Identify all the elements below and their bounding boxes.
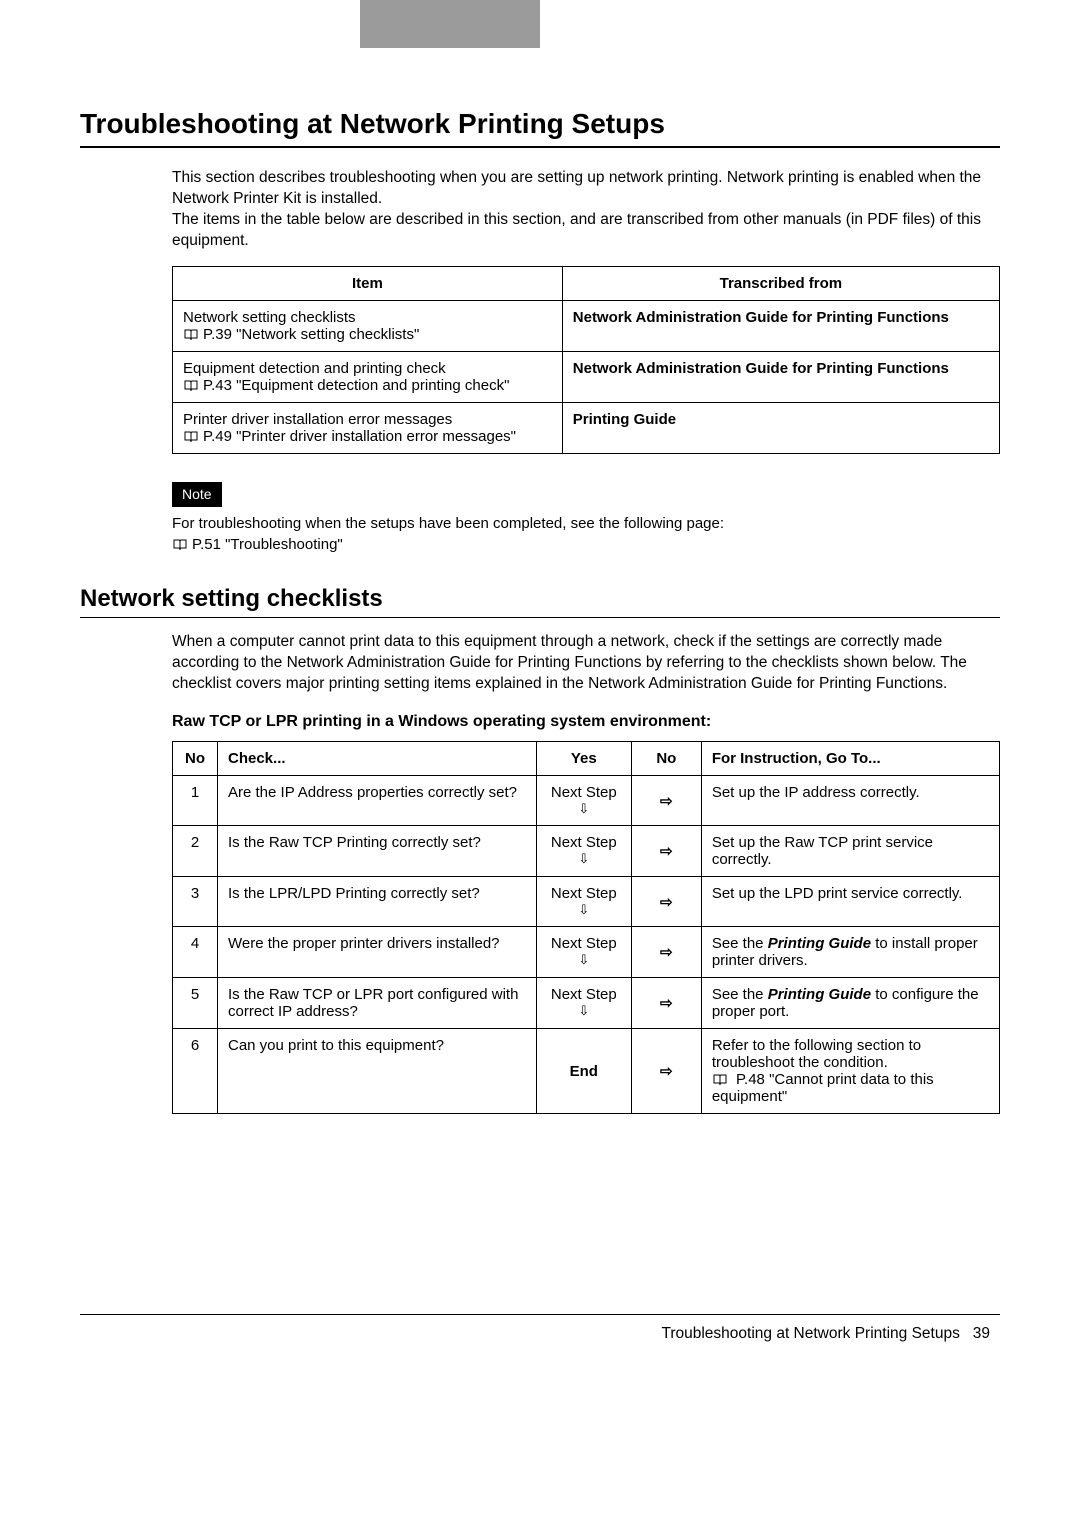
items-header-source: Transcribed from — [562, 266, 999, 300]
checklist-header-no: No — [173, 742, 218, 776]
checklist-no: 3 — [173, 877, 218, 927]
items-row: Network setting checklists P.39 "Network… — [173, 300, 1000, 351]
checklist-yes: End — [536, 1029, 631, 1114]
checklist-no: 2 — [173, 826, 218, 877]
checklist-instruction: See the Printing Guide to configure the … — [701, 978, 999, 1029]
checklist-nocol — [631, 978, 701, 1029]
checklist-no: 6 — [173, 1029, 218, 1114]
checklist-row: 2Is the Raw TCP Printing correctly set?N… — [173, 826, 1000, 877]
checklist-check: Are the IP Address properties correctly … — [218, 776, 537, 826]
checklist-header-instr: For Instruction, Go To... — [701, 742, 999, 776]
checklist-check: Is the Raw TCP Printing correctly set? — [218, 826, 537, 877]
checklist-nocol — [631, 1029, 701, 1114]
section-heading: Network setting checklists — [80, 585, 1000, 618]
items-row: Printer driver installation error messag… — [173, 402, 1000, 453]
checklist-yes: Next Step — [536, 927, 631, 978]
checklist-check: Is the Raw TCP or LPR port configured wi… — [218, 978, 537, 1029]
checklist-no: 5 — [173, 978, 218, 1029]
items-row-ref: P.49 "Printer driver installation error … — [183, 428, 516, 445]
checklist-yes: Next Step — [536, 877, 631, 927]
items-row: Equipment detection and printing check P… — [173, 351, 1000, 402]
checklist-header-check: Check... — [218, 742, 537, 776]
header-tab — [360, 0, 540, 48]
note-block: Note For troubleshooting when the setups… — [172, 482, 1000, 556]
items-table: Item Transcribed from Network setting ch… — [172, 266, 1000, 454]
footer-text: Troubleshooting at Network Printing Setu… — [661, 1325, 959, 1342]
intro-paragraph-1: This section describes troubleshooting w… — [172, 168, 1000, 210]
items-row-title: Equipment detection and printing check — [183, 360, 446, 377]
items-header-row: Item Transcribed from — [173, 266, 1000, 300]
intro-paragraph-2: The items in the table below are describ… — [172, 210, 1000, 252]
checklist-instruction: Refer to the following section to troubl… — [701, 1029, 999, 1114]
checklist-header-yes: Yes — [536, 742, 631, 776]
book-icon — [712, 1072, 728, 1086]
intro-block: This section describes troubleshooting w… — [172, 168, 1000, 252]
footer: Troubleshooting at Network Printing Setu… — [80, 1314, 1000, 1343]
book-icon — [183, 429, 199, 443]
checklist-header-row: No Check... Yes No For Instruction, Go T… — [173, 742, 1000, 776]
items-row-source: Network Administration Guide for Printin… — [562, 351, 999, 402]
items-header-item: Item — [173, 266, 563, 300]
section-lead: When a computer cannot print data to thi… — [172, 632, 1000, 695]
book-icon — [183, 378, 199, 392]
checklist-instruction: Set up the Raw TCP print service correct… — [701, 826, 999, 877]
book-icon — [183, 327, 199, 341]
checklist-table: No Check... Yes No For Instruction, Go T… — [172, 741, 1000, 1114]
main-heading: Troubleshooting at Network Printing Setu… — [80, 108, 1000, 148]
checklist-yes: Next Step — [536, 826, 631, 877]
page-body: Troubleshooting at Network Printing Setu… — [0, 48, 1080, 1383]
checklist-no: 1 — [173, 776, 218, 826]
checklist-yes: Next Step — [536, 776, 631, 826]
note-label: Note — [172, 482, 222, 508]
note-text: For troubleshooting when the setups have… — [172, 515, 724, 532]
book-icon — [172, 537, 188, 551]
checklist-instruction: Set up the LPD print service correctly. — [701, 877, 999, 927]
header-bar — [0, 0, 1080, 48]
checklist-check: Were the proper printer drivers installe… — [218, 927, 537, 978]
checklist-row: 5Is the Raw TCP or LPR port configured w… — [173, 978, 1000, 1029]
checklist-no: 4 — [173, 927, 218, 978]
items-row-source: Printing Guide — [562, 402, 999, 453]
footer-page-number: 39 — [973, 1325, 990, 1342]
note-ref: P.51 "Troubleshooting" — [172, 534, 343, 555]
checklist-instruction: See the Printing Guide to install proper… — [701, 927, 999, 978]
checklist-nocol — [631, 877, 701, 927]
items-row-source: Network Administration Guide for Printin… — [562, 300, 999, 351]
checklist-title: Raw TCP or LPR printing in a Windows ope… — [172, 713, 1000, 731]
checklist-yes: Next Step — [536, 978, 631, 1029]
checklist-nocol — [631, 826, 701, 877]
checklist-instruction: Set up the IP address correctly. — [701, 776, 999, 826]
checklist-header-nocol: No — [631, 742, 701, 776]
checklist-nocol — [631, 927, 701, 978]
items-row-title: Printer driver installation error messag… — [183, 411, 452, 428]
items-row-ref: P.43 "Equipment detection and printing c… — [183, 377, 509, 394]
checklist-row: 6Can you print to this equipment?End Refe… — [173, 1029, 1000, 1114]
items-row-title: Network setting checklists — [183, 309, 356, 326]
checklist-row: 3Is the LPR/LPD Printing correctly set?N… — [173, 877, 1000, 927]
checklist-nocol — [631, 776, 701, 826]
checklist-check: Is the LPR/LPD Printing correctly set? — [218, 877, 537, 927]
checklist-check: Can you print to this equipment? — [218, 1029, 537, 1114]
checklist-row: 1Are the IP Address properties correctly… — [173, 776, 1000, 826]
checklist-row: 4Were the proper printer drivers install… — [173, 927, 1000, 978]
items-row-ref: P.39 "Network setting checklists" — [183, 326, 419, 343]
